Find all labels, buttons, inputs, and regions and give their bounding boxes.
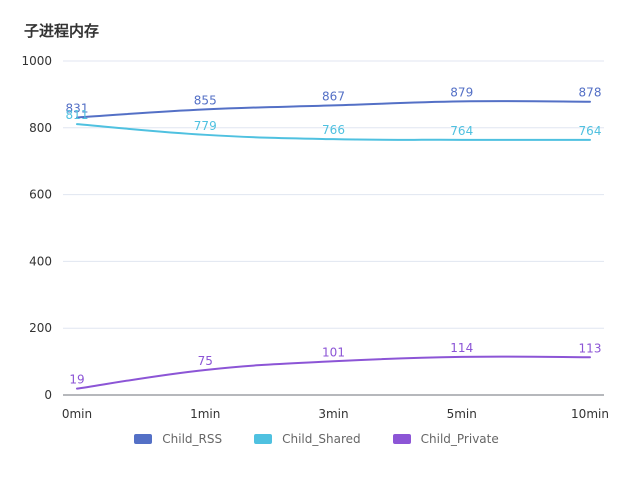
legend-label: Child_Private [420, 432, 499, 446]
legend-label: Child_RSS [162, 432, 223, 446]
x-tick-label: 1min [190, 407, 220, 421]
chart-legend: Child_RSS Child_Shared Child_Private [0, 432, 627, 446]
y-tick-label: 1000 [21, 54, 52, 68]
data-label: 764 [579, 124, 602, 138]
series-line-0 [76, 100, 591, 119]
series-line-1 [76, 123, 591, 141]
series-line-2 [76, 355, 591, 390]
y-tick-label: 800 [29, 121, 52, 135]
data-label: 867 [322, 89, 345, 103]
x-tick-label: 10min [571, 407, 609, 421]
legend-item[interactable]: Child_Shared [248, 432, 361, 446]
y-tick-label: 0 [44, 388, 52, 402]
data-label: 879 [450, 85, 473, 99]
data-label: 811 [66, 108, 89, 122]
y-tick-label: 600 [29, 188, 52, 202]
legend-label: Child_Shared [282, 432, 361, 446]
legend-item[interactable]: Child_RSS [128, 432, 222, 446]
data-label: 101 [322, 345, 345, 359]
data-label: 779 [194, 119, 217, 133]
x-tick-label: 5min [447, 407, 477, 421]
data-label: 113 [579, 341, 602, 355]
data-label: 766 [322, 123, 345, 137]
data-label: 764 [450, 124, 473, 138]
data-label: 855 [194, 93, 217, 107]
y-tick-label: 400 [29, 254, 52, 268]
chart-title: 子进程内存 [24, 22, 100, 40]
data-label: 19 [69, 373, 84, 387]
data-label: 831 [66, 101, 89, 115]
legend-item[interactable]: Child_Private [387, 432, 499, 446]
legend-swatch [134, 434, 153, 444]
legend-swatch [254, 434, 273, 444]
data-label: 878 [579, 86, 602, 100]
legend-swatch [392, 434, 411, 444]
data-label: 75 [198, 354, 213, 368]
x-tick-label: 3min [318, 407, 348, 421]
x-tick-label: 0min [62, 407, 92, 421]
data-label: 114 [450, 341, 473, 355]
y-tick-label: 200 [29, 321, 52, 335]
